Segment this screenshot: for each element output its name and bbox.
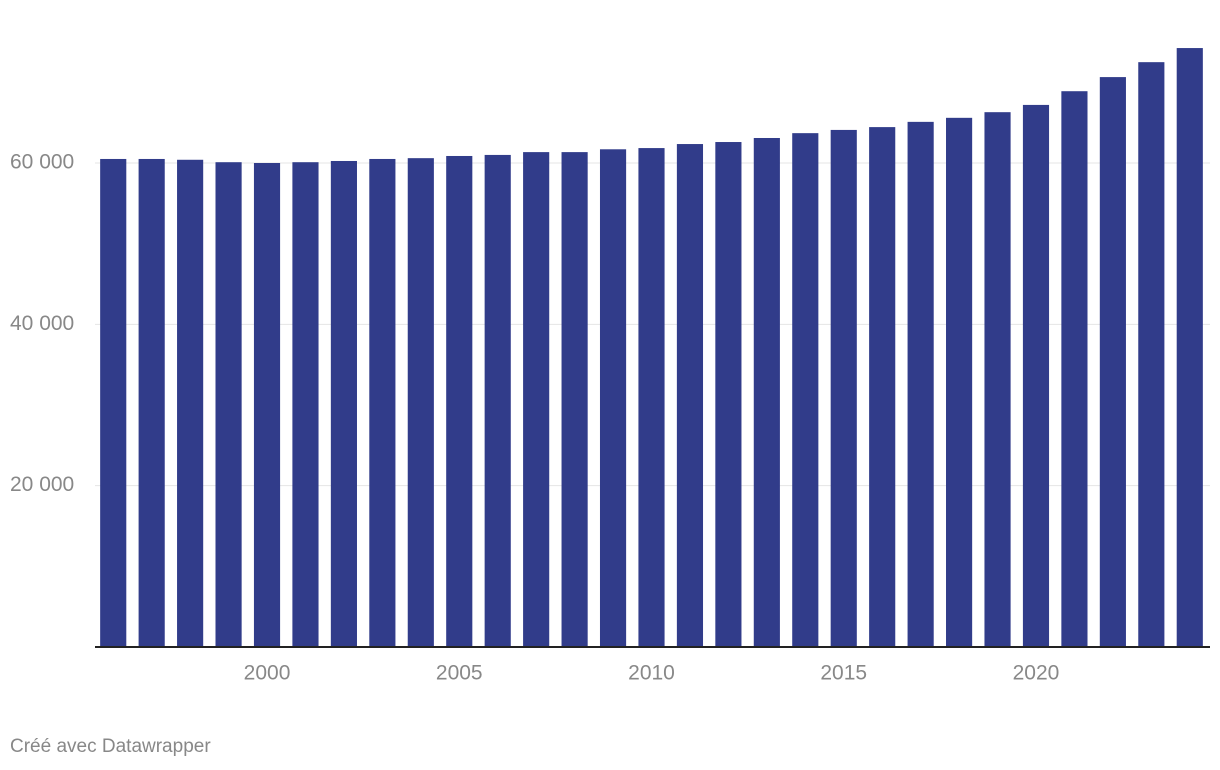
bar <box>484 154 511 647</box>
x-tick-label: 2015 <box>820 662 867 685</box>
x-tick-label: 2010 <box>628 662 675 685</box>
bar <box>100 158 127 647</box>
y-tick-label: 60 000 <box>10 151 74 174</box>
x-tick-label: 2000 <box>244 662 291 685</box>
bar <box>792 133 819 648</box>
bar <box>599 149 627 647</box>
bar <box>830 129 857 648</box>
bar <box>676 144 704 647</box>
x-tick-label: 2005 <box>436 662 483 685</box>
footer: Créé avec Datawrapper <box>10 736 211 757</box>
x-tick-label: 2020 <box>1013 662 1060 685</box>
bar <box>369 158 396 647</box>
bar <box>215 162 242 647</box>
bar <box>1022 104 1050 648</box>
bar <box>330 160 357 647</box>
bar <box>561 152 588 648</box>
bar <box>638 148 665 647</box>
bar <box>138 158 165 647</box>
bar <box>523 152 550 648</box>
bar <box>1176 48 1203 648</box>
bar <box>907 121 934 648</box>
bar <box>946 117 973 648</box>
bar <box>253 163 281 647</box>
bar <box>177 159 204 648</box>
bar <box>869 127 896 647</box>
y-tick-label: 20 000 <box>10 473 74 496</box>
bar <box>1099 77 1126 648</box>
bar <box>753 137 780 647</box>
bar <box>292 162 319 647</box>
bar <box>1138 62 1165 647</box>
y-tick-label: 40 000 <box>10 312 74 335</box>
bar <box>1061 91 1088 647</box>
bar <box>715 142 742 647</box>
bar <box>446 155 473 647</box>
bar <box>984 112 1011 648</box>
bar <box>407 158 434 647</box>
